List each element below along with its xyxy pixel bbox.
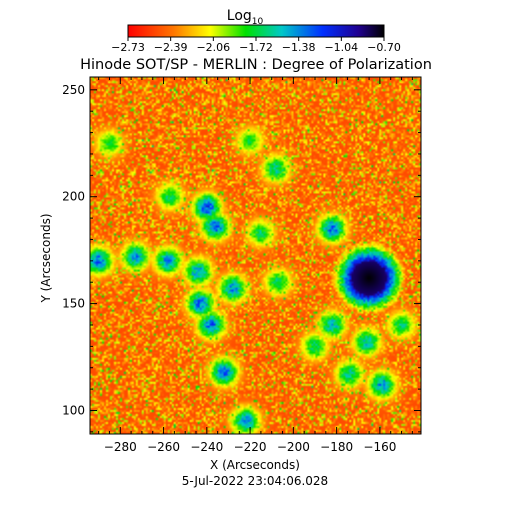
colorbar-tick-label: −2.06 — [196, 41, 230, 54]
chart-title: Hinode SOT/SP - MERLIN : Degree of Polar… — [80, 57, 432, 73]
y-tick-label: 100 — [62, 403, 85, 417]
observation-timestamp: 5-Jul-2022 23:04:06.028 — [182, 474, 328, 488]
x-tick-label: −200 — [277, 440, 310, 454]
colorbar-tick-label: −1.04 — [324, 41, 358, 54]
colorbar-tick-label: −1.72 — [239, 41, 273, 54]
y-axis-label: Y (Arcseconds) — [39, 213, 53, 303]
colorbar-title: Log10 — [227, 8, 264, 27]
colorbar-tick-label: −1.38 — [282, 41, 316, 54]
colorbar-ticks: −2.73 −2.39 −2.06 −1.72 −1.38 −1.04 −0.70 — [111, 37, 401, 54]
x-tick-label: −220 — [234, 440, 267, 454]
polarization-map — [90, 77, 421, 434]
y-tick-label: 200 — [62, 190, 85, 204]
y-tick-label: 150 — [62, 297, 85, 311]
x-tick-label: −180 — [320, 440, 353, 454]
x-axis-label: X (Arcseconds) — [210, 458, 300, 472]
x-tick-label: −160 — [363, 440, 396, 454]
colorbar-tick-label: −2.39 — [154, 41, 188, 54]
x-tick-label: −260 — [147, 440, 180, 454]
y-axis: 100 150 200 250 — [62, 83, 421, 433]
colorbar — [127, 24, 385, 38]
colorbar-tick-label: −0.70 — [367, 41, 401, 54]
colorbar-tick-label: −2.73 — [111, 41, 145, 54]
x-tick-label: −240 — [190, 440, 223, 454]
plot-frame — [89, 76, 422, 435]
x-axis: −280 −260 −240 −220 −200 −180 −160 — [98, 77, 413, 454]
x-tick-label: −280 — [104, 440, 137, 454]
y-tick-label: 250 — [62, 83, 85, 97]
